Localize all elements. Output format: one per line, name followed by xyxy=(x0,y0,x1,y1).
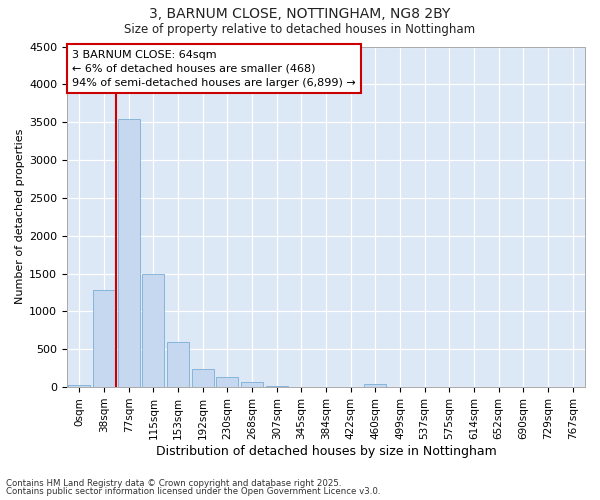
X-axis label: Distribution of detached houses by size in Nottingham: Distribution of detached houses by size … xyxy=(155,444,496,458)
Text: 3 BARNUM CLOSE: 64sqm
← 6% of detached houses are smaller (468)
94% of semi-deta: 3 BARNUM CLOSE: 64sqm ← 6% of detached h… xyxy=(72,50,356,88)
Bar xyxy=(266,386,288,387)
Text: 3, BARNUM CLOSE, NOTTINGHAM, NG8 2BY: 3, BARNUM CLOSE, NOTTINGHAM, NG8 2BY xyxy=(149,8,451,22)
Bar xyxy=(167,342,189,387)
Bar xyxy=(68,385,91,387)
Text: Contains public sector information licensed under the Open Government Licence v3: Contains public sector information licen… xyxy=(6,488,380,496)
Bar xyxy=(241,382,263,387)
Text: Contains HM Land Registry data © Crown copyright and database right 2025.: Contains HM Land Registry data © Crown c… xyxy=(6,478,341,488)
Bar xyxy=(216,377,238,387)
Bar xyxy=(93,290,115,387)
Y-axis label: Number of detached properties: Number of detached properties xyxy=(15,129,25,304)
Bar xyxy=(118,119,140,387)
Bar xyxy=(142,274,164,387)
Text: Size of property relative to detached houses in Nottingham: Size of property relative to detached ho… xyxy=(124,22,476,36)
Bar xyxy=(191,369,214,387)
Bar xyxy=(364,384,386,387)
